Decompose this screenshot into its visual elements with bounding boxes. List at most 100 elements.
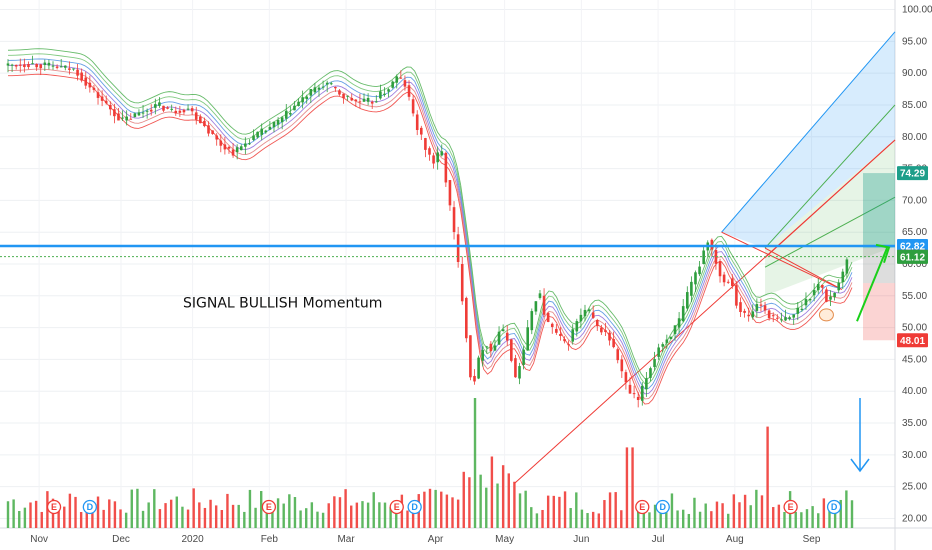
candle-body <box>440 151 444 156</box>
volume-bar <box>440 491 443 528</box>
earnings-marker[interactable] <box>389 499 404 515</box>
candle-body <box>145 110 149 112</box>
candle-body <box>583 309 587 317</box>
y-tick-label: 45.00 <box>902 354 927 365</box>
volume-bar <box>288 494 291 528</box>
candle-body <box>514 358 517 378</box>
candle-body <box>473 375 476 382</box>
candle-body <box>702 250 705 264</box>
candle-body <box>812 289 816 296</box>
earnings-marker[interactable] <box>46 499 62 515</box>
candle-body <box>399 77 403 79</box>
candle-body <box>276 120 280 125</box>
volume-bar <box>614 492 617 528</box>
candle-body <box>673 325 677 334</box>
candle-body <box>424 138 427 150</box>
candle-body <box>289 112 292 115</box>
volume-bar <box>687 513 691 528</box>
candle-body <box>113 109 116 117</box>
volume-bar <box>727 513 730 528</box>
candle-body <box>301 97 304 103</box>
x-tick-label: Jun <box>573 534 589 545</box>
candle-body <box>149 109 153 112</box>
pitchfork-line <box>764 196 896 268</box>
earnings-marker[interactable] <box>261 499 277 515</box>
price-badge-label: 48.01 <box>900 336 925 347</box>
candle-body <box>231 149 235 156</box>
candle-body <box>154 104 157 108</box>
volume-bar <box>653 504 657 528</box>
volume-bar <box>85 501 88 528</box>
y-tick-label: 95.00 <box>902 36 927 47</box>
candle-body <box>522 349 525 365</box>
volume-bar <box>12 499 15 528</box>
candle-body <box>280 117 284 123</box>
candle-body <box>317 87 321 90</box>
volume-bar <box>648 512 651 528</box>
candle-body <box>395 76 399 83</box>
volume-bar <box>63 506 66 528</box>
volume-bar <box>378 502 381 528</box>
volume-bar <box>513 481 516 528</box>
candle-body <box>792 314 795 318</box>
dividend-marker[interactable] <box>82 499 97 515</box>
volume-bar <box>321 512 325 528</box>
candle-body <box>284 110 288 119</box>
candle-body <box>550 323 554 328</box>
candle-body <box>72 68 75 70</box>
dividend-marker[interactable] <box>655 499 670 515</box>
y-tick-label: 65.00 <box>902 227 927 238</box>
price-badge <box>897 333 928 348</box>
candle-body <box>334 86 337 89</box>
volume-bar <box>34 500 38 528</box>
candle-body <box>559 333 562 337</box>
candle-body <box>722 274 726 283</box>
volume-bar <box>406 510 409 528</box>
candle-body <box>88 82 92 88</box>
candle-body <box>608 332 611 341</box>
candle-body <box>604 330 607 332</box>
candle-body <box>771 315 775 317</box>
volume-bar <box>665 506 668 528</box>
y-tick-label: 85.00 <box>902 100 927 111</box>
candle-body <box>235 147 239 153</box>
volume-bar <box>310 502 314 528</box>
candle-body <box>493 345 497 351</box>
earnings-marker[interactable] <box>635 499 650 515</box>
volume-bar <box>158 509 162 528</box>
volume-bar <box>563 491 567 528</box>
candle-body <box>76 69 79 76</box>
earnings-marker[interactable] <box>783 499 798 515</box>
volume-bar <box>282 503 285 528</box>
candle-body <box>632 393 636 395</box>
candle-body <box>313 87 317 93</box>
volume-bar <box>248 489 252 528</box>
candle-body <box>325 82 329 85</box>
dip-marker <box>818 308 834 322</box>
volume-bar <box>23 507 27 528</box>
candle-body <box>763 305 767 311</box>
candle-body <box>403 80 407 87</box>
candle-body <box>698 266 701 275</box>
volume-bar <box>389 507 392 528</box>
volume-bar <box>485 487 488 528</box>
candle-body <box>616 349 620 361</box>
volume-bar <box>237 504 240 528</box>
y-tick-label: 35.00 <box>902 418 927 429</box>
candle-body <box>129 118 133 120</box>
candle-body <box>133 113 137 118</box>
candle-body <box>677 318 681 328</box>
candle-body <box>379 91 382 99</box>
candle-body <box>534 301 538 312</box>
candle-body <box>264 130 268 133</box>
dividend-marker[interactable] <box>826 499 842 515</box>
price-badge-label: 61.12 <box>900 252 925 263</box>
candle-body <box>51 65 55 67</box>
dividend-marker[interactable] <box>407 499 422 515</box>
volume-bar <box>760 495 764 528</box>
volume-bar <box>451 497 454 528</box>
candle-body <box>162 105 165 111</box>
volume-bar <box>597 513 600 528</box>
candle-body <box>845 259 849 274</box>
